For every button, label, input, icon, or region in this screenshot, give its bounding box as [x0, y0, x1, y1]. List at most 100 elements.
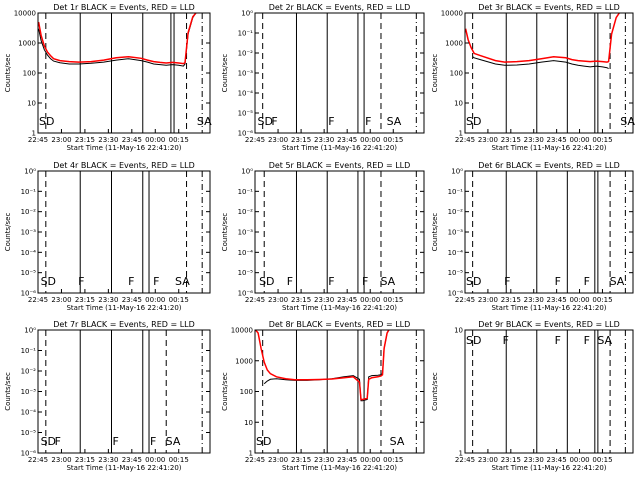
y-tick-label: 10 — [244, 419, 253, 427]
y-tick-label: 1 — [459, 450, 463, 458]
panel-det9r: Det 9r BLACK = Events, RED = LLD SD F F F SA 1… — [431, 320, 634, 472]
x-tick-label: 23:45 — [337, 136, 357, 144]
series-line-lld — [255, 330, 390, 401]
x-tick-label: 00:15 — [169, 456, 189, 464]
marker-sd: SD — [41, 435, 56, 448]
y-tick-label: 1000 — [18, 40, 36, 48]
y-tick-label: 10⁻³ — [238, 70, 254, 78]
panel-det5r: Det 5r BLACK = Events, RED = LLD SD F F F SA 1… — [221, 161, 425, 312]
plot-frame — [254, 170, 425, 294]
y-tick-label: 10 — [27, 100, 36, 108]
marker-sd: SD — [256, 435, 271, 448]
marker-sa: SA — [175, 275, 190, 288]
x-tick-label: 00:15 — [383, 456, 403, 464]
x-tick-label: 00:15 — [592, 136, 612, 144]
y-axis-label: Counts/sec — [221, 54, 229, 93]
y-axis-label: Counts/sec — [4, 213, 12, 252]
y-tick-label: 10000 — [14, 10, 36, 18]
x-tick-label: 23:00 — [478, 296, 498, 304]
marker-f: F — [78, 275, 84, 288]
event-lines — [472, 330, 626, 453]
event-lines — [45, 171, 203, 293]
y-tick-label: 10⁻³ — [21, 388, 37, 396]
y-tick-label: 10⁻⁵ — [448, 269, 464, 277]
x-tick-label: 23:30 — [314, 296, 334, 304]
panel-title: Det 8r BLACK = Events, RED = LLD — [269, 320, 411, 329]
x-tick-label: 23:00 — [268, 456, 288, 464]
y-tick-label: 1000 — [445, 40, 463, 48]
marker-sd: SD — [466, 275, 481, 288]
marker-f: F — [287, 275, 293, 288]
marker-f: F — [271, 115, 277, 128]
panel-title: Det 7r BLACK = Events, RED = LLD — [53, 320, 195, 329]
plot-frame — [464, 170, 634, 294]
x-tick-label: 00:00 — [145, 296, 165, 304]
x-tick-label: 22:45 — [28, 456, 48, 464]
y-tick-label: 100 — [240, 388, 253, 396]
event-lines — [45, 13, 203, 133]
panel-title: Det 3r BLACK = Events, RED = LLD — [478, 3, 620, 12]
x-tick-label: 23:15 — [75, 456, 95, 464]
y-axis-label: Counts/sec — [431, 54, 439, 93]
y-tick-label: 10⁻¹ — [238, 188, 254, 196]
x-tick-label: 23:00 — [51, 296, 71, 304]
x-tick-label: 22:45 — [245, 456, 265, 464]
y-tick-label: 10⁻⁵ — [238, 269, 254, 277]
y-tick-label: 10⁻⁶ — [238, 130, 254, 138]
y-tick-label: 10⁻⁴ — [448, 249, 464, 257]
plot-frame — [37, 329, 211, 454]
panel-title: Det 6r BLACK = Events, RED = LLD — [478, 161, 620, 170]
y-tick-label: 10⁻¹ — [238, 30, 254, 38]
y-tick-label: 10⁻² — [238, 208, 254, 216]
panel-title: Det 1r BLACK = Events, RED = LLD — [53, 3, 195, 12]
y-tick-label: 1 — [32, 130, 36, 138]
marker-f: F — [555, 275, 561, 288]
y-tick-label: 10⁻³ — [238, 229, 254, 237]
x-tick-label: 22:45 — [455, 296, 475, 304]
marker-f: F — [150, 435, 156, 448]
y-tick-label: 10⁻⁶ — [21, 290, 37, 298]
x-tick-label: 23:30 — [98, 296, 118, 304]
marker-f: F — [328, 275, 334, 288]
panel-det1r: Det 1r BLACK = Events, RED = LLD SD SA 1 10 1… — [4, 3, 212, 152]
x-tick-label: 00:00 — [569, 456, 589, 464]
series-line-lld — [465, 13, 621, 63]
panel-title: Det 5r BLACK = Events, RED = LLD — [269, 161, 411, 170]
event-lines — [472, 171, 626, 293]
x-axis-label: Start Time (11-May-16 22:41:20) — [282, 144, 397, 152]
plot-frame — [37, 12, 211, 134]
y-tick-label: 10⁻² — [448, 208, 464, 216]
y-tick-label: 10000 — [441, 10, 463, 18]
marker-sa: SA — [610, 275, 625, 288]
x-tick-label: 23:15 — [291, 456, 311, 464]
x-tick-label: 23:00 — [268, 296, 288, 304]
marker-f: F — [112, 435, 118, 448]
x-tick-label: 00:00 — [145, 456, 165, 464]
x-tick-label: 23:45 — [547, 456, 567, 464]
y-axis-label: Counts/sec — [221, 372, 229, 411]
x-tick-label: 22:45 — [28, 296, 48, 304]
x-tick-label: 23:45 — [337, 456, 357, 464]
x-axis-label: Start Time (11-May-16 22:41:20) — [282, 304, 397, 312]
marker-sd: SD — [258, 115, 273, 128]
marker-sd: SD — [259, 275, 274, 288]
series-line-events — [263, 330, 390, 402]
y-tick-label: 10⁰ — [451, 168, 463, 176]
x-tick-label: 23:30 — [314, 456, 334, 464]
y-axis-label: Counts/sec — [221, 213, 229, 252]
x-tick-label: 23:00 — [51, 136, 71, 144]
event-lines — [262, 330, 417, 453]
x-tick-label: 23:15 — [501, 296, 521, 304]
x-axis-label: Start Time (11-May-16 22:41:20) — [66, 144, 181, 152]
marker-f: F — [55, 435, 61, 448]
x-tick-label: 23:45 — [337, 296, 357, 304]
y-tick-label: 10⁻¹ — [448, 188, 464, 196]
y-tick-label: 10⁻⁶ — [448, 290, 464, 298]
panel-det8r: Det 8r BLACK = Events, RED = LLD SD SA 1 10 1… — [221, 320, 425, 472]
y-axis-label: Counts/sec — [431, 213, 439, 252]
marker-f: F — [153, 275, 159, 288]
y-tick-label: 10⁰ — [24, 168, 36, 176]
marker-f: F — [555, 334, 561, 347]
panel-det6r: Det 6r BLACK = Events, RED = LLD SD F F F SA 1… — [431, 161, 634, 312]
marker-f: F — [128, 275, 134, 288]
